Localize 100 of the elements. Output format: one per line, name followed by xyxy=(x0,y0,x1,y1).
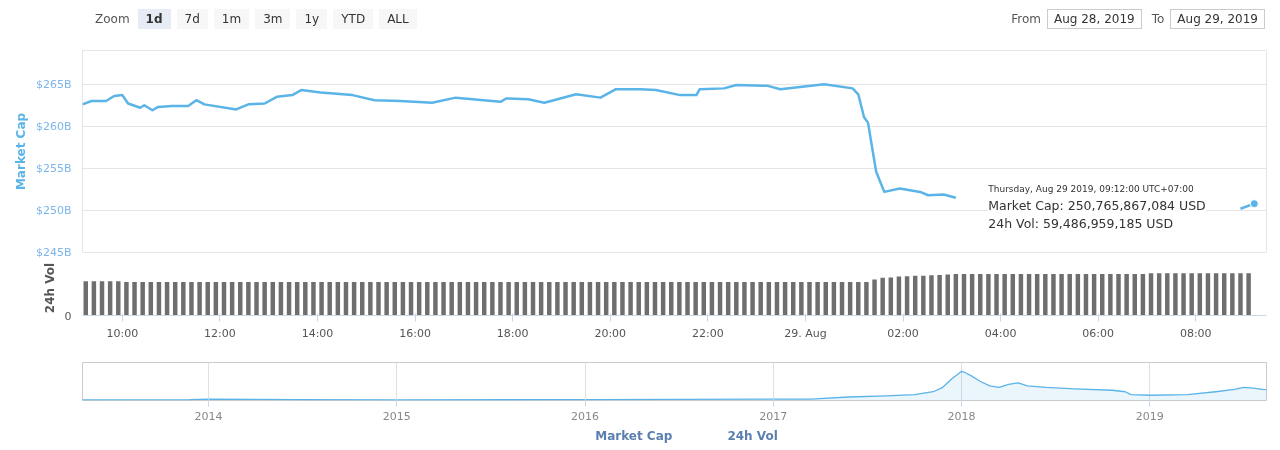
text: 1d xyxy=(137,9,171,29)
bar xyxy=(368,282,373,316)
bar xyxy=(433,282,438,316)
bar xyxy=(490,282,495,316)
bar xyxy=(425,282,430,316)
bar xyxy=(815,282,820,316)
x-tick-label: 2016 xyxy=(571,409,600,423)
bar xyxy=(555,282,560,316)
bar xyxy=(1108,274,1113,316)
bar xyxy=(498,282,503,316)
x-tick-label: 14:00 xyxy=(301,326,334,340)
bar xyxy=(303,282,308,316)
bar xyxy=(1002,274,1007,316)
text: From xyxy=(1011,12,1041,26)
x-tick-label: 04:00 xyxy=(984,326,1017,340)
x-tick-label: 2017 xyxy=(759,409,788,423)
x-tick-label: 2014 xyxy=(194,409,223,423)
bar xyxy=(856,282,861,316)
bar xyxy=(441,282,446,316)
x-tick-label: 29. Aug xyxy=(784,326,827,340)
bar xyxy=(1124,274,1129,316)
x-tick-label: 2018 xyxy=(947,409,976,423)
bar xyxy=(807,282,812,316)
text: Aug 28, 2019 xyxy=(1046,9,1142,29)
bar xyxy=(132,282,137,316)
bar xyxy=(1059,274,1064,316)
bar xyxy=(1116,274,1121,316)
x-tick-label: 22:00 xyxy=(691,326,724,340)
text: Aug 29, 2019 xyxy=(1170,9,1265,29)
text: ALL xyxy=(379,9,417,29)
x-tick-label: 02:00 xyxy=(887,326,919,340)
annotation: 24h Vol: 59,486,959,185 USD xyxy=(988,215,1174,231)
bar xyxy=(449,282,454,316)
bar xyxy=(319,282,324,316)
bar xyxy=(376,282,381,316)
bar xyxy=(262,282,267,316)
text: 7d xyxy=(176,9,208,29)
x-tick-label: 18:00 xyxy=(496,326,529,340)
bar xyxy=(547,282,552,316)
bar xyxy=(929,275,934,316)
annotation: Thursday, Aug 29 2019, 09:12:00 UTC+07:00 xyxy=(987,184,1195,195)
bar xyxy=(1067,274,1072,316)
text: To xyxy=(1151,12,1165,26)
bar xyxy=(563,282,568,316)
bar xyxy=(864,282,869,316)
bar xyxy=(945,274,950,316)
x-tick-label: 12:00 xyxy=(204,326,236,340)
text: Market Cap xyxy=(595,429,673,443)
bar xyxy=(758,282,763,316)
y-axis-title: Market Cap xyxy=(13,112,28,191)
x-tick-label: 16:00 xyxy=(399,326,431,340)
bar xyxy=(734,282,739,316)
text: 1y xyxy=(296,9,328,29)
text: 0 xyxy=(64,309,72,323)
bar xyxy=(1238,273,1243,316)
text: 3m xyxy=(255,9,291,29)
bar xyxy=(937,274,942,316)
bar xyxy=(1246,273,1251,316)
bar xyxy=(246,282,251,316)
y-tick-label: $260B xyxy=(35,119,72,133)
bar xyxy=(620,282,625,316)
bar xyxy=(1051,274,1056,316)
text: 24h Vol xyxy=(727,429,778,443)
bar xyxy=(685,282,690,316)
bar xyxy=(1043,274,1048,316)
x-tick-label: 2015 xyxy=(382,409,411,423)
bar xyxy=(254,282,259,316)
bar xyxy=(986,274,991,316)
bar xyxy=(799,282,804,316)
bar xyxy=(1173,273,1178,316)
bar xyxy=(327,282,332,316)
bar xyxy=(506,282,511,316)
y-tick-label: $245B xyxy=(35,245,72,259)
x-tick-label: 08:00 xyxy=(1179,326,1212,340)
bar xyxy=(1230,273,1235,316)
bar xyxy=(636,282,641,316)
bar xyxy=(628,282,633,316)
annotation: Market Cap: 250,765,867,084 USD xyxy=(988,198,1206,214)
bar xyxy=(116,281,121,316)
y-tick-label: $250B xyxy=(35,203,72,217)
bar xyxy=(880,277,885,316)
bar xyxy=(750,282,755,316)
bar xyxy=(1165,273,1170,316)
x-tick-label: 10:00 xyxy=(106,326,139,340)
y-tick-label: $265B xyxy=(35,77,72,91)
bar xyxy=(140,282,145,316)
bar xyxy=(124,282,129,316)
bar xyxy=(921,275,926,316)
y-axis-title: 24h Vol xyxy=(42,262,57,314)
bar xyxy=(742,282,747,316)
x-tick-label: 2019 xyxy=(1135,409,1164,423)
bar xyxy=(1189,273,1194,316)
bar xyxy=(189,282,194,316)
text: YTD xyxy=(333,9,374,29)
bar xyxy=(197,282,202,316)
y-tick-label: $255B xyxy=(35,161,72,175)
x-tick-label: 06:00 xyxy=(1082,326,1115,340)
bar xyxy=(994,274,999,316)
bar xyxy=(677,282,682,316)
bar xyxy=(1181,273,1186,316)
